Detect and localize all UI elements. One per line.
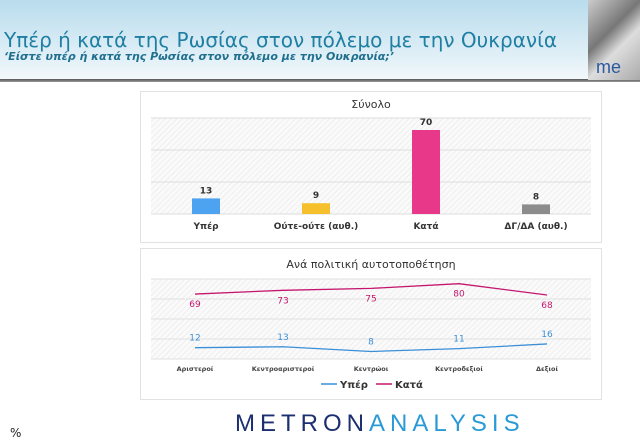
brand-logo: METRONANALYSIS xyxy=(235,410,525,438)
category-label: Κεντρώοι xyxy=(354,365,389,373)
series-line-1 xyxy=(194,283,548,296)
total-bar-chart: Σύνολο 13 Υπέρ 9 Ούτε-ούτε (αυθ.) 70 Κατά 8 ΔΓ/Δ… xyxy=(151,98,591,232)
bar-0 xyxy=(192,198,220,214)
brand-part-b: ANALYSIS xyxy=(369,410,525,437)
legend-label: Υπέρ xyxy=(339,379,368,391)
category-label: Κεντροδεξιοί xyxy=(435,365,483,373)
data-label: 68 xyxy=(541,301,553,311)
political-line-chart: Ανά πολιτική αυτοτοποθέτηση Αριστεροί Κεντ… xyxy=(151,258,591,391)
data-label: 16 xyxy=(541,330,553,340)
category-label: Κατά xyxy=(413,222,438,232)
data-label: 70 xyxy=(420,118,433,128)
bar-1 xyxy=(302,203,330,214)
page-subtitle: ‘Είστε υπέρ ή κατά της Ρωσίας στον πόλεμ… xyxy=(4,50,394,63)
data-label: 13 xyxy=(277,333,288,343)
brand-part-a: METRON xyxy=(235,410,369,437)
category-label: Αριστεροί xyxy=(177,365,214,373)
data-label: 9 xyxy=(313,191,319,201)
chart-title: Σύνολο xyxy=(351,98,391,111)
data-label: 11 xyxy=(453,335,464,345)
data-label: 80 xyxy=(453,290,465,300)
unit-label: % xyxy=(10,426,22,440)
page-title: Υπέρ ή κατά της Ρωσίας στον πόλεμο με τη… xyxy=(4,28,558,52)
category-label: Υπέρ xyxy=(192,221,219,232)
data-label: 8 xyxy=(368,337,374,347)
header-divider xyxy=(0,79,640,82)
data-label: 13 xyxy=(200,186,213,196)
logo-image: me xyxy=(588,0,640,80)
series-line-0 xyxy=(194,343,548,353)
bar-2 xyxy=(412,130,440,214)
header xyxy=(0,0,640,80)
chart-title: Ανά πολιτική αυτοτοποθέτηση xyxy=(286,258,455,271)
category-label: ΔΓ/ΔΑ (αυθ.) xyxy=(504,222,567,232)
data-label: 75 xyxy=(365,294,376,304)
category-label: Ούτε-ούτε (αυθ.) xyxy=(274,222,358,232)
data-label: 73 xyxy=(277,296,288,306)
data-label: 12 xyxy=(189,334,200,344)
category-label: Δεξιοί xyxy=(536,365,558,373)
data-label: 69 xyxy=(189,300,201,310)
data-label: 8 xyxy=(533,192,539,202)
legend-label: Κατά xyxy=(395,379,423,391)
logo-text: me xyxy=(596,57,622,77)
total-chart-panel: Σύνολο 13 Υπέρ 9 Ούτε-ούτε (αυθ.) 70 Κατά 8 ΔΓ/Δ… xyxy=(140,91,602,243)
plot-area xyxy=(151,118,591,214)
category-label: Κεντροαριστεροί xyxy=(252,365,315,373)
political-chart-panel: Ανά πολιτική αυτοτοποθέτηση Αριστεροί Κεντ… xyxy=(140,248,602,400)
bar-3 xyxy=(522,204,550,214)
